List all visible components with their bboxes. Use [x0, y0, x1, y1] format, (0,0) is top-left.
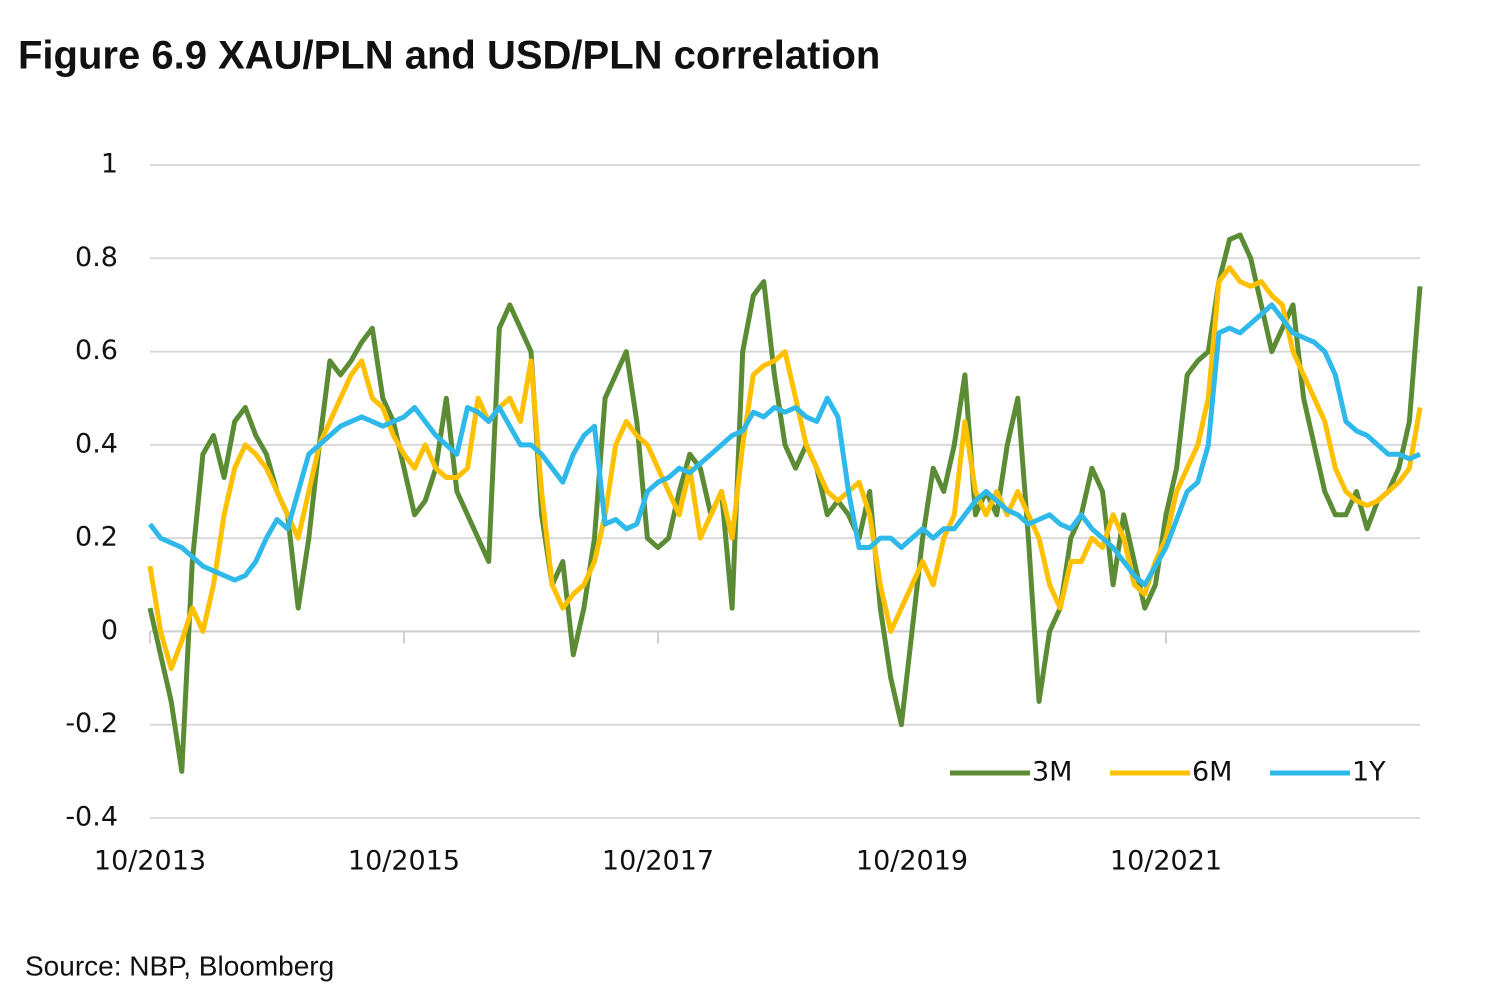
legend-label: 1Y: [1352, 757, 1386, 788]
x-tick-label: 10/2013: [94, 846, 206, 877]
y-tick-label: 0.4: [75, 428, 118, 459]
series-line: [147, 232, 1423, 774]
y-tick-label: -0.2: [65, 708, 118, 739]
y-tick-label: 0: [101, 615, 118, 646]
y-tick-label: 0.6: [75, 335, 118, 366]
x-tick-label: 10/2019: [856, 846, 968, 877]
source-note: Source: NBP, Bloomberg: [25, 950, 334, 981]
legend-label: 3M: [1032, 757, 1072, 788]
x-tick-label: 10/2017: [602, 846, 714, 877]
y-tick-label: -0.4: [65, 802, 118, 833]
y-tick-label: 0.8: [75, 242, 118, 273]
series-line: [147, 265, 1423, 672]
x-tick-label: 10/2021: [1110, 846, 1222, 877]
chart-title: Figure 6.9 XAU/PLN and USD/PLN correlati…: [18, 34, 880, 78]
legend-label: 6M: [1192, 757, 1232, 788]
y-tick-label: 1: [101, 149, 118, 180]
x-tick-label: 10/2015: [348, 846, 460, 877]
y-tick-label: 0.2: [75, 522, 118, 553]
series-line: [148, 302, 1421, 588]
